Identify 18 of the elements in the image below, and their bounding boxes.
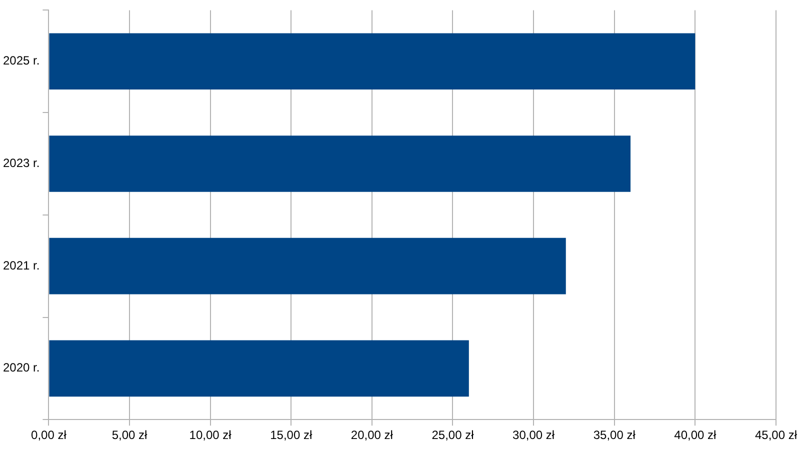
x-tick-label: 0,00 zł	[31, 428, 67, 442]
x-tick-label: 25,00 zł	[432, 428, 474, 442]
y-tick-label: 2023 r.	[2, 156, 40, 170]
bar	[49, 136, 631, 192]
x-tick-label: 20,00 zł	[350, 428, 394, 442]
y-tick-label: 2020 r.	[2, 360, 40, 375]
y-tick-label: 2025 r.	[2, 54, 40, 68]
bar	[49, 33, 696, 90]
bar	[49, 340, 469, 397]
x-tick-label: 40,00 zł	[674, 428, 717, 442]
x-tick-label: 15,00 zł	[270, 428, 312, 442]
x-tick-label: 35,00 zł	[593, 428, 636, 442]
x-tick-label: 45,00 zł	[754, 428, 798, 442]
bar	[49, 238, 566, 294]
x-tick-label: 30,00 zł	[512, 428, 555, 442]
x-tick-label: 10,00 zł	[189, 428, 232, 442]
x-tick-label: 5,00 zł	[112, 428, 148, 442]
y-tick-label: 2021 r.	[2, 258, 40, 272]
